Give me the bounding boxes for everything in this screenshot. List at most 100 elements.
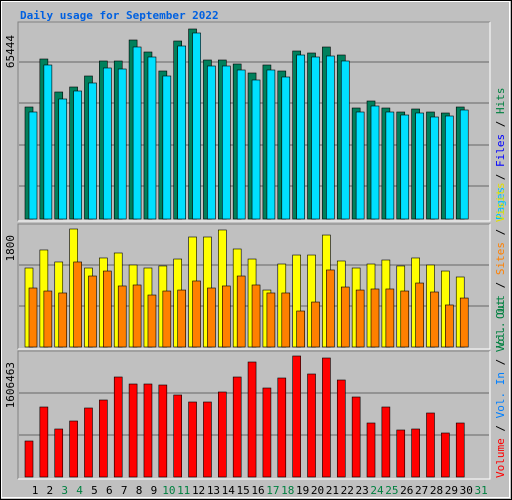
bar xyxy=(69,420,78,478)
bar xyxy=(103,67,112,220)
x-tick-label: 17 xyxy=(266,484,279,497)
bar xyxy=(266,292,276,348)
x-tick-label: 16 xyxy=(251,484,264,497)
bar xyxy=(396,429,406,478)
legend-entry: Pages xyxy=(494,187,507,220)
x-tick-label: 20 xyxy=(311,484,324,497)
bar xyxy=(28,287,38,348)
bar xyxy=(296,54,305,220)
x-tick-label: 2 xyxy=(47,484,54,497)
bar xyxy=(426,412,435,478)
bar xyxy=(340,60,350,220)
bar xyxy=(236,69,246,220)
bar xyxy=(117,285,127,348)
bar xyxy=(143,383,153,478)
bar xyxy=(73,90,82,220)
bar xyxy=(232,376,242,478)
legend: Pages / Files / Hits xyxy=(494,88,507,221)
bar xyxy=(58,292,68,348)
bar xyxy=(415,112,424,220)
x-tick-label: 27 xyxy=(415,484,428,497)
bar xyxy=(445,115,454,220)
x-tick-label: 12 xyxy=(192,484,205,497)
bar xyxy=(192,32,201,220)
x-tick-label: 11 xyxy=(177,484,190,497)
x-tick-label: 22 xyxy=(341,484,354,497)
bar xyxy=(103,270,112,348)
bar xyxy=(311,56,320,220)
bar xyxy=(296,310,305,348)
bar xyxy=(355,289,365,348)
bevel xyxy=(18,351,491,480)
x-tick-label: 19 xyxy=(296,484,309,497)
bar xyxy=(292,355,301,478)
legend-entry: Vol. Out xyxy=(494,299,507,352)
bar xyxy=(24,440,34,478)
bar xyxy=(54,428,64,478)
x-tick-label: 21 xyxy=(326,484,339,497)
bar xyxy=(445,304,454,348)
x-tick-label: 13 xyxy=(207,484,220,497)
bar xyxy=(326,269,335,348)
legend-separator: / xyxy=(494,114,507,134)
bar xyxy=(43,290,53,348)
bar xyxy=(28,111,38,220)
bar xyxy=(43,64,53,220)
x-tick-label: 8 xyxy=(136,484,143,497)
bar xyxy=(277,377,287,478)
chart-title: Daily usage for September 2022 xyxy=(20,9,219,22)
x-tick-label: 14 xyxy=(222,484,236,497)
y-tick-label: 1606463 xyxy=(4,362,17,408)
legend-entry: Vol. Out xyxy=(494,295,507,348)
bar xyxy=(307,373,316,478)
x-tick-label: 15 xyxy=(237,484,250,497)
bar xyxy=(366,422,376,478)
bar xyxy=(430,116,439,220)
bar xyxy=(251,79,261,220)
bar xyxy=(222,65,231,220)
bar xyxy=(192,280,201,348)
bar xyxy=(411,428,420,478)
legend-separator: / xyxy=(494,418,507,438)
bar xyxy=(281,292,291,348)
bar xyxy=(415,282,424,348)
bar xyxy=(58,98,68,220)
legend-entry: Vol. In xyxy=(494,372,507,418)
bevel xyxy=(17,223,490,349)
legend: Vol. Out / Sites / Visits xyxy=(494,182,507,348)
bar xyxy=(132,284,142,348)
bar xyxy=(117,68,127,220)
bar xyxy=(162,75,172,220)
x-tick-label: 10 xyxy=(162,484,175,497)
x-tick-label: 1 xyxy=(32,484,39,497)
bar xyxy=(177,45,186,220)
bar xyxy=(84,407,93,478)
x-tick-label: 4 xyxy=(76,484,83,497)
bar xyxy=(355,111,365,220)
x-tick-label: 23 xyxy=(356,484,369,497)
bar xyxy=(311,301,320,348)
y-tick-label: 1800 xyxy=(4,235,17,262)
bar xyxy=(177,289,186,348)
bar xyxy=(236,275,246,348)
bar xyxy=(158,384,168,478)
bar xyxy=(385,111,395,220)
legend-entry: Files xyxy=(494,134,507,167)
legend-entry: Sites xyxy=(494,242,507,275)
legend-separator: / xyxy=(494,275,507,295)
legend-entry: Hits xyxy=(494,88,507,115)
bar xyxy=(340,286,350,348)
x-tick-label: 29 xyxy=(445,484,458,497)
x-tick-label: 5 xyxy=(91,484,98,497)
x-tick-label: 25 xyxy=(385,484,398,497)
bar xyxy=(336,379,346,478)
bar xyxy=(39,406,49,478)
bar xyxy=(400,114,410,220)
bar xyxy=(459,297,469,348)
bar xyxy=(430,291,439,348)
bar xyxy=(162,290,172,348)
bar xyxy=(326,55,335,220)
x-tick-label: 24 xyxy=(370,484,384,497)
x-tick-label: 7 xyxy=(121,484,128,497)
